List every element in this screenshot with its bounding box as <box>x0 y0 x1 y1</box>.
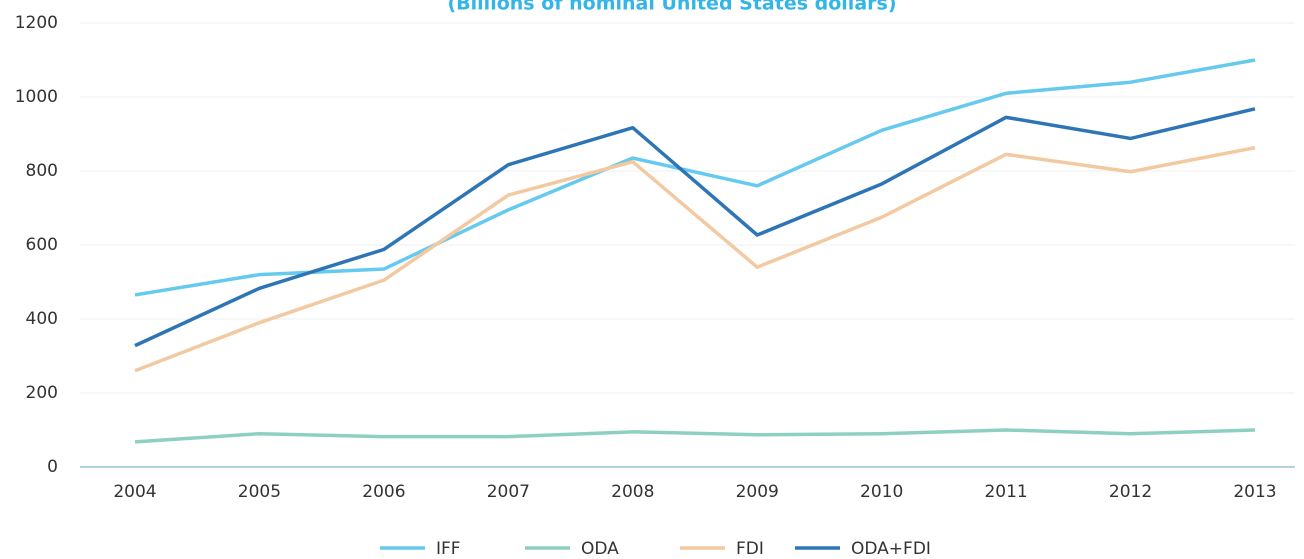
x-tick-label: 2005 <box>238 482 281 502</box>
series-line <box>134 107 1256 348</box>
x-tick-label: 2012 <box>1109 482 1152 502</box>
x-tick-label: 2008 <box>611 482 654 502</box>
series-line <box>134 145 1256 373</box>
series-line <box>134 428 1256 444</box>
y-tick-label: 800 <box>26 161 58 181</box>
x-tick-label: 2013 <box>1233 482 1276 502</box>
y-tick-label: 1000 <box>15 87 58 107</box>
x-tick-label: 2007 <box>487 482 530 502</box>
x-tick-label: 2010 <box>860 482 903 502</box>
y-tick-label: 0 <box>47 457 58 477</box>
y-tick-label: 200 <box>26 383 58 403</box>
legend-label: ODA <box>581 539 619 559</box>
x-tick-label: 2009 <box>736 482 779 502</box>
chart-subtitle: (Billions of nominal United States dolla… <box>447 0 896 15</box>
y-tick-label: 400 <box>26 309 58 329</box>
x-tick-label: 2004 <box>113 482 156 502</box>
legend-label: ODA+FDI <box>851 539 931 559</box>
legend-label: IFF <box>436 539 461 559</box>
y-tick-label: 1200 <box>15 13 58 33</box>
y-tick-label: 600 <box>26 235 58 255</box>
x-tick-label: 2006 <box>362 482 405 502</box>
legend-label: FDI <box>736 539 764 559</box>
x-tick-label: 2011 <box>984 482 1027 502</box>
series-line <box>134 58 1256 297</box>
